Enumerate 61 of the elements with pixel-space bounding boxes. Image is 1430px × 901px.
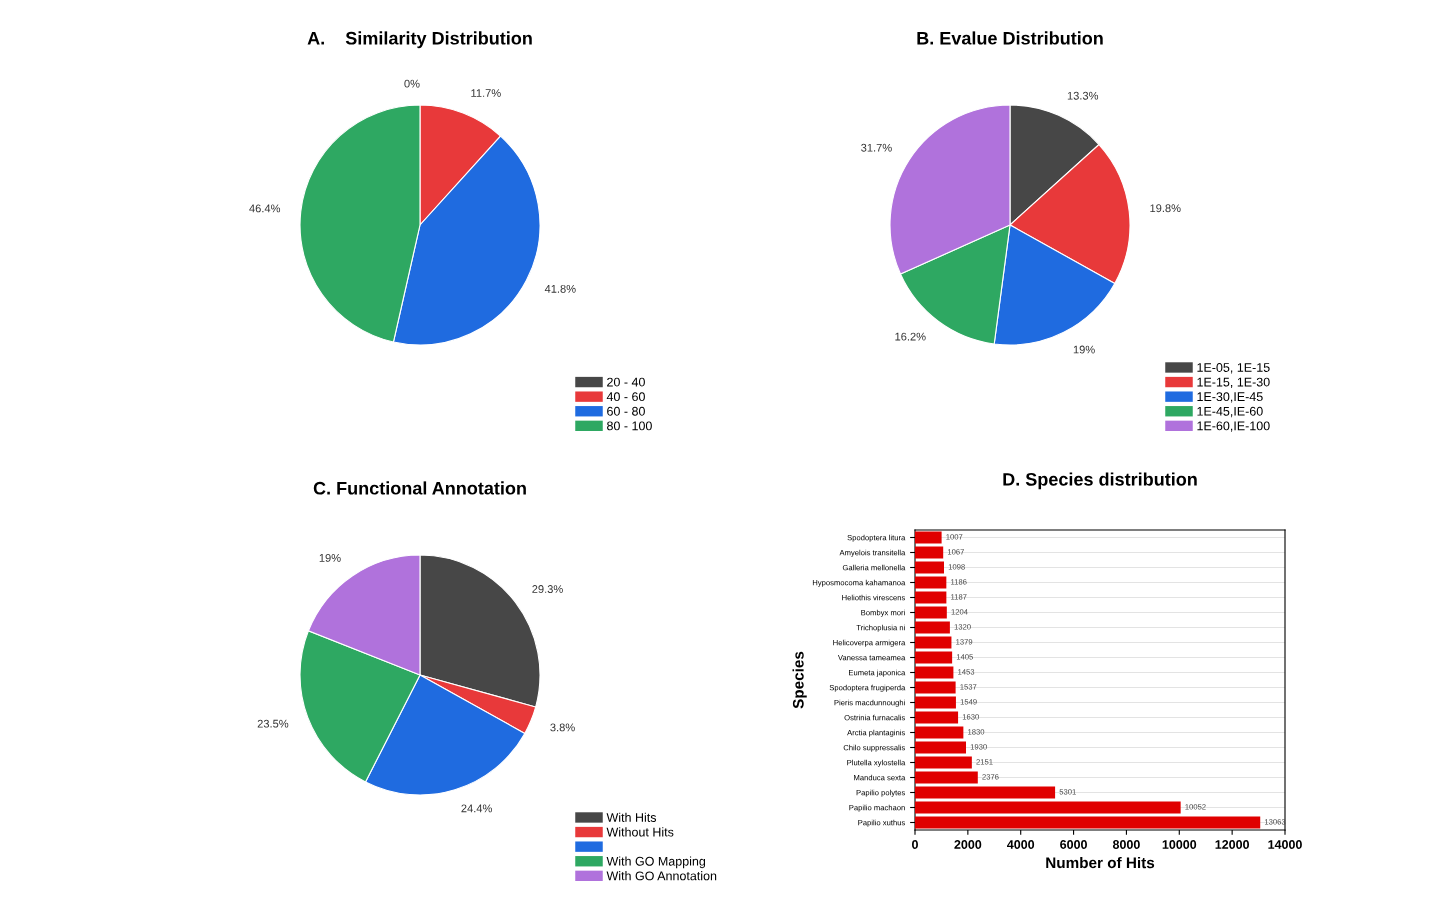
bar xyxy=(915,591,947,604)
x-tick-label: 14000 xyxy=(1268,840,1302,849)
bar xyxy=(915,531,942,544)
data-label: 16.2% xyxy=(895,332,926,341)
bar xyxy=(915,651,953,664)
bar xyxy=(915,666,954,679)
bar xyxy=(915,786,1056,799)
bar xyxy=(915,771,978,784)
x-tick-label: 6000 xyxy=(1060,840,1087,849)
legend-label: 20 - 40 xyxy=(607,377,645,387)
data-label: 19% xyxy=(1073,345,1095,354)
bar xyxy=(915,801,1181,814)
x-tick-label: 8000 xyxy=(1112,840,1140,849)
bar xyxy=(915,681,956,694)
bar xyxy=(915,636,952,649)
x-tick-label: 12000 xyxy=(1215,840,1250,849)
legend-label: 1E-15, 1E-30 xyxy=(1197,377,1270,388)
legend-label: 60 - 80 xyxy=(607,406,645,416)
legend-label: 80 - 100 xyxy=(607,421,652,431)
x-tick-label: 0 xyxy=(912,840,918,849)
x-tick-label: 4000 xyxy=(1007,840,1035,849)
bar xyxy=(915,696,956,709)
legend-label: 1E-45,IE-60 xyxy=(1197,406,1263,418)
y-axis-title: Species xyxy=(792,651,807,709)
text: 0% xyxy=(404,79,420,88)
data-label: 3.8% xyxy=(550,723,575,732)
bar xyxy=(915,606,947,619)
bar xyxy=(915,726,964,739)
bar xyxy=(915,756,972,769)
data-label: 31.7% xyxy=(861,143,892,152)
legend-label: Without Hits xyxy=(606,827,674,837)
legend-label: 1E-30,IE-45 xyxy=(1197,392,1263,403)
bar xyxy=(915,546,944,559)
data-label: 29.3% xyxy=(532,585,563,593)
data-label: 46.4% xyxy=(249,204,281,213)
x-tick-label: 10000 xyxy=(1162,840,1197,849)
data-label: 23.5% xyxy=(257,719,289,728)
x-tick-label: 2000 xyxy=(954,840,982,849)
legend-label: With GO Mapping xyxy=(606,856,706,869)
bar xyxy=(915,711,959,724)
legend-label: With GO Annotation xyxy=(606,871,717,881)
data-label: 41.8% xyxy=(544,284,576,293)
data-label: 13.3% xyxy=(1067,91,1099,100)
x-axis-title: Number of Hits xyxy=(1046,856,1155,869)
chart-title: B. Evalue Distribution xyxy=(917,31,1103,45)
bar xyxy=(915,816,1261,829)
chart-title: C. Functional Annotation xyxy=(313,481,526,495)
bar xyxy=(915,621,950,634)
bar xyxy=(915,576,947,589)
chart-title: D. Species distribution xyxy=(1003,472,1197,490)
data-label: 24.4% xyxy=(461,804,492,813)
data-label: 11.7% xyxy=(471,89,501,97)
bar xyxy=(915,561,945,574)
bar xyxy=(915,741,967,754)
data-label: 19% xyxy=(319,553,341,562)
legend-label: 1E-05, 1E-15 xyxy=(1197,363,1270,374)
data-label: 19.8% xyxy=(1150,204,1181,213)
chart-title: A. Similarity Distribution xyxy=(307,31,532,49)
legend-label: 1E-60,IE-100 xyxy=(1197,421,1270,432)
legend-label: 40 - 60 xyxy=(606,392,645,402)
legend-label: With Hits xyxy=(606,812,657,822)
